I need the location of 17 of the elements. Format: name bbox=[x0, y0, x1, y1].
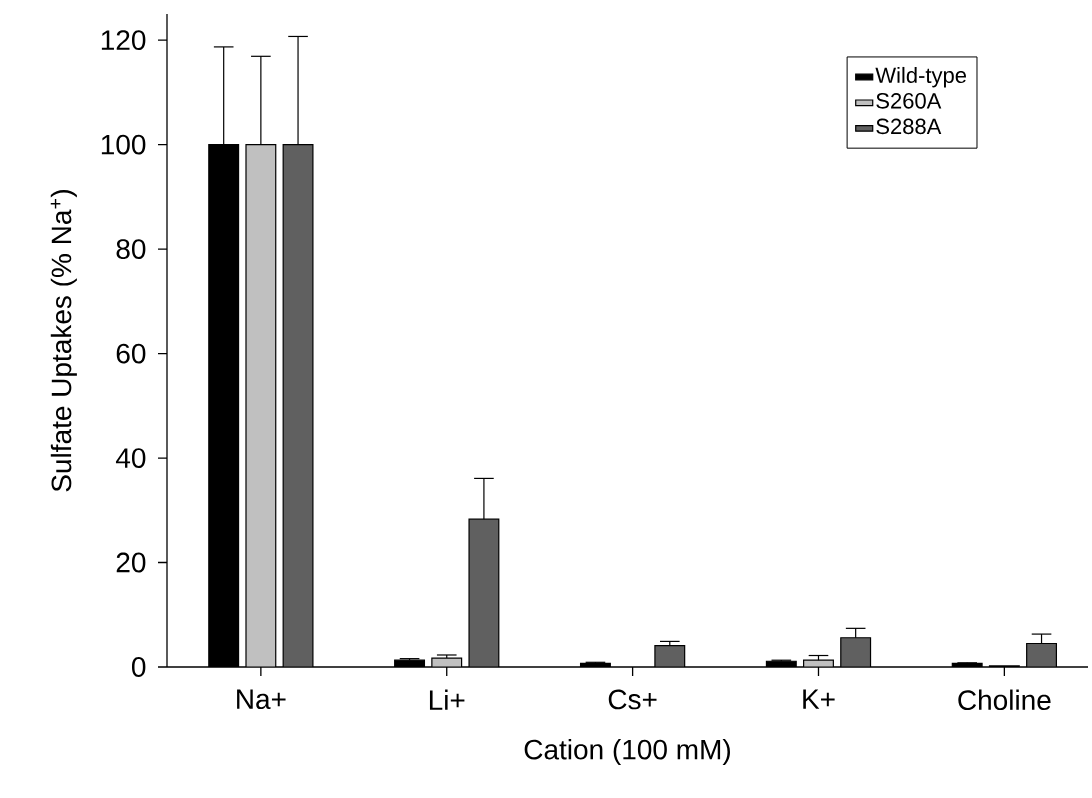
legend-label: Wild-type bbox=[875, 66, 967, 88]
x-axis-title: Cation (100 mM) bbox=[524, 738, 730, 766]
x-tick-label: Li+ bbox=[429, 689, 465, 710]
legend-label: S260A bbox=[876, 93, 942, 109]
y-tick-label: 120 bbox=[101, 30, 146, 51]
x-tick-label: K+ bbox=[803, 689, 835, 709]
y-tick-label: 0 bbox=[131, 657, 146, 677]
y-tick-label: 20 bbox=[116, 552, 146, 573]
x-tick-label: Choline bbox=[958, 689, 1051, 711]
y-tick-label: 100 bbox=[101, 134, 146, 155]
x-tick-label: Na+ bbox=[237, 689, 286, 710]
y-axis-title: Sulfate Uptakes (% Na$^{+}$) bbox=[50, 189, 77, 492]
legend-label: S288A bbox=[876, 118, 942, 135]
y-tick-label: 60 bbox=[116, 343, 146, 364]
y-tick-label: 40 bbox=[115, 448, 146, 468]
y-tick-label: 80 bbox=[116, 239, 146, 259]
x-tick-label: Cs+ bbox=[608, 689, 657, 710]
